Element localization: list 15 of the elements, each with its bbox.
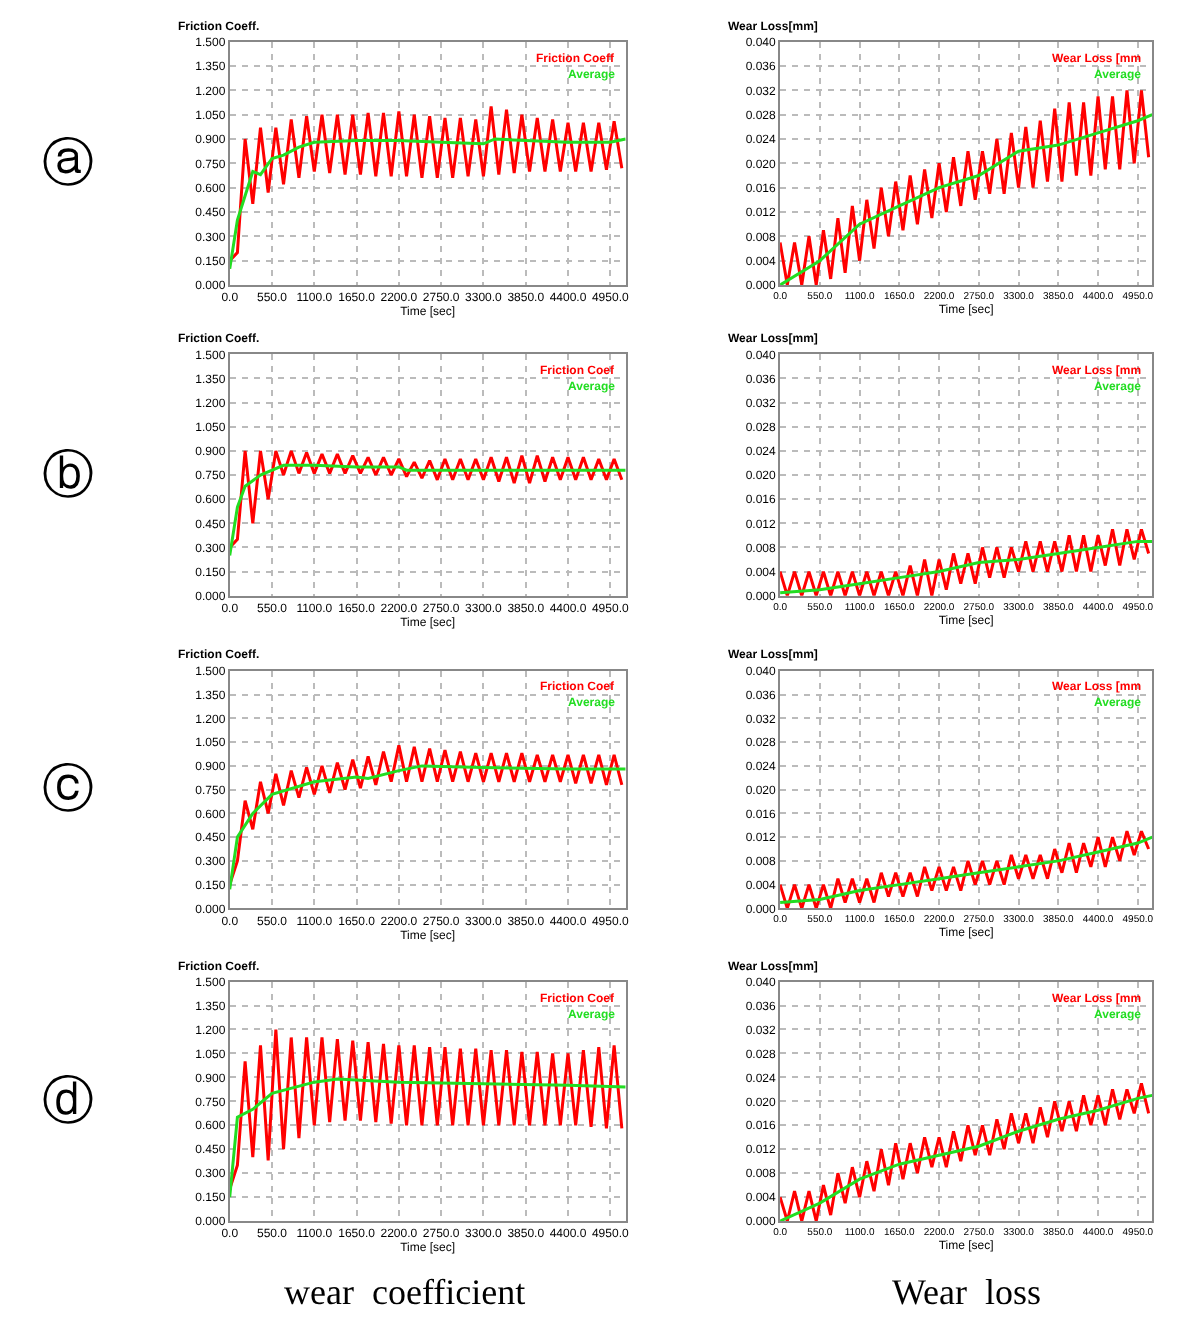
text: ⓓ (42, 1072, 94, 1132)
text: Wear loss (892, 1272, 1042, 1312)
text: ⓑ (42, 446, 94, 506)
text: wear coefficient (284, 1272, 526, 1312)
line-series (229, 1077, 626, 1199)
line-series (229, 1027, 624, 1191)
line-series (229, 764, 626, 891)
line-series (229, 105, 624, 263)
text: ⓐ (42, 134, 94, 194)
line-series (229, 137, 626, 271)
line-series (780, 527, 1151, 596)
line-series (229, 449, 624, 549)
line-series (780, 539, 1153, 595)
text: ⓒ (42, 760, 94, 820)
line-series (229, 463, 626, 557)
